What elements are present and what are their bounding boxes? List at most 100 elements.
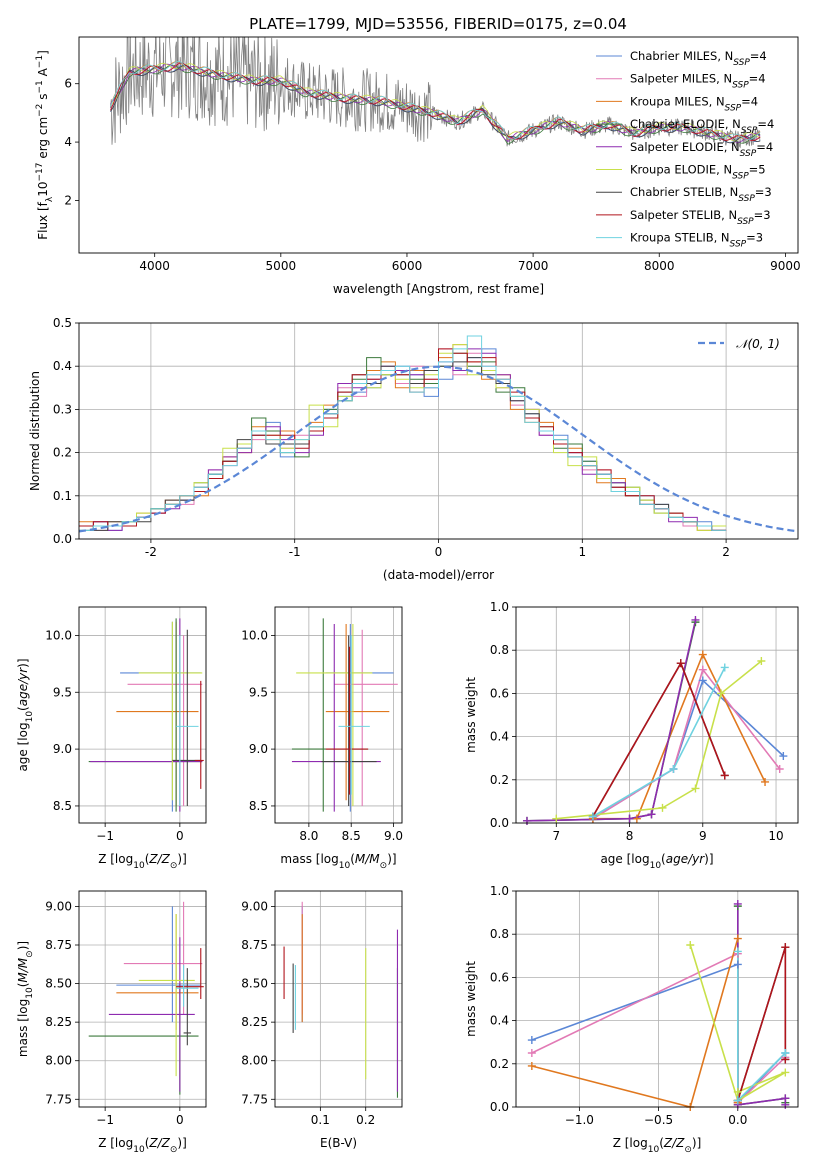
- label-part: mass [log: [16, 999, 30, 1057]
- x-tick-label: 9.0: [384, 829, 403, 843]
- panel-mass_vs_Z: −1 07.758.008.258.508.759.00Z [log10(Z/Z⊙…: [16, 890, 207, 1155]
- x-tick-label: −0.5: [644, 1113, 673, 1127]
- label-part: −17: [35, 163, 45, 182]
- y-tick-label: 7.75: [45, 1092, 72, 1106]
- weight-marker: [552, 814, 561, 823]
- normal-curve: [79, 365, 798, 533]
- weight-marker: [658, 803, 667, 812]
- y-tick-label: 9.00: [241, 899, 268, 913]
- y-tick-label: 8.50: [241, 977, 268, 991]
- weight-marker: [647, 810, 656, 819]
- plot-area: [88, 901, 204, 1095]
- y-tick-label: 8.5: [53, 799, 72, 813]
- label-part: Salpeter ELODIE, N: [630, 140, 740, 154]
- label-part: )]: [704, 852, 713, 866]
- y-tick-label: 10.0: [45, 628, 72, 642]
- legend-label: Salpeter ELODIE, NSSP=4: [630, 140, 773, 159]
- y-tick-label: 8.00: [241, 1054, 268, 1068]
- label-part: )]: [692, 1136, 701, 1150]
- label-part: (: [659, 1136, 664, 1150]
- weight-marker: [698, 665, 707, 674]
- label-part: Z [log: [98, 1136, 133, 1150]
- panel-mass_vs_ebv: 0.1 0.2 7.75 8.00 8.25 8.50 8.75 9.00 E(B-V): [241, 890, 403, 1150]
- spectrum-model: [110, 61, 761, 141]
- label-part: =3: [754, 208, 771, 222]
- label-part: (: [145, 1136, 150, 1150]
- weight-marker: [717, 689, 726, 698]
- x-tick-label: -2: [145, 545, 157, 559]
- weight-marker: [733, 1087, 742, 1096]
- weight-line: [531, 938, 739, 1107]
- weight-marker: [720, 771, 729, 780]
- weight-marker: [698, 676, 707, 685]
- y-tick-label: 0.2: [490, 773, 509, 787]
- y-tick-label: 0.8: [490, 927, 509, 941]
- weight-marker: [733, 947, 742, 956]
- label-part: ⊙: [170, 861, 178, 871]
- y-tick-label: 8.00: [45, 1054, 72, 1068]
- axes-frame: [78, 606, 207, 824]
- panel-age_vs_mass: 8.0 8.5 9.0 8.5 9.0 9.5 10.0 mass [log10(M/M⊙)]: [241, 606, 403, 871]
- label-part: =3: [755, 185, 772, 199]
- y-tick-label: 9.00: [45, 899, 72, 913]
- label-part: Z [log: [613, 1136, 648, 1150]
- label-part: SSP: [732, 81, 749, 91]
- y-tick-label: 0.5: [53, 316, 72, 330]
- figure-title: PLATE=1799, MJD=53556, FIBERID=0175, z=0…: [249, 15, 627, 33]
- y-tick-label: 10.0: [241, 628, 268, 642]
- weight-line: [592, 661, 726, 817]
- label-part: age/yr: [666, 852, 705, 866]
- label-part: mass [log: [280, 852, 338, 866]
- label-part: ⊙: [380, 861, 388, 871]
- weight-line: [526, 621, 697, 822]
- weight-marker: [698, 650, 707, 659]
- label-part: Kroupa STELIB, N: [630, 231, 730, 245]
- label-part: ]: [36, 50, 50, 55]
- label-part: Flux [f: [36, 201, 50, 239]
- weight-marker: [733, 960, 742, 969]
- label-part: Kroupa MILES, N: [630, 94, 725, 108]
- y-axis-label: Normed distribution: [28, 371, 42, 491]
- label-part: M/M: [355, 852, 380, 866]
- y-tick-label: 9.5: [249, 685, 268, 699]
- label-part: Kroupa ELODIE, N: [630, 163, 732, 177]
- label-part: λ: [45, 196, 55, 202]
- y-tick-label: 8.75: [45, 938, 72, 952]
- histogram-step: [79, 348, 727, 531]
- weight-marker: [691, 615, 700, 624]
- label-part: (: [16, 706, 30, 711]
- axis-label: Z [log10(Z/Z⊙)]: [613, 1136, 702, 1155]
- x-tick-label: -1: [289, 545, 301, 559]
- x-tick-label: 8.0: [299, 829, 318, 843]
- label-part: Chabrier MILES, N: [630, 49, 733, 63]
- weight-marker: [588, 812, 597, 821]
- y-tick-label: 0.8: [490, 643, 509, 657]
- label-part: ⊙: [684, 1145, 692, 1155]
- label-part: ⊙: [25, 950, 35, 958]
- weight-marker: [733, 1096, 742, 1105]
- axis-label: wavelength [Angstrom, rest frame]: [333, 282, 544, 296]
- axis-label: mass [log10(M/M⊙)]: [16, 941, 35, 1057]
- label-part: =4: [757, 117, 774, 131]
- x-tick-label: 7000: [518, 259, 549, 273]
- weight-line: [689, 944, 786, 1102]
- weight-marker: [720, 663, 729, 672]
- histogram-step: [79, 352, 727, 531]
- y-axis-label: mass weight: [464, 961, 478, 1037]
- x-tick-label: 4000: [139, 259, 170, 273]
- x-tick-label: 1: [578, 545, 586, 559]
- label-part: wavelength [Angstrom, rest frame]: [333, 282, 544, 296]
- x-tick-label: 5000: [266, 259, 297, 273]
- y-tick-label: 9.5: [53, 685, 72, 699]
- histogram-step: [79, 348, 727, 531]
- x-axis-label: (data-model)/error: [383, 568, 494, 582]
- legend-label: Kroupa ELODIE, NSSP=5: [630, 163, 766, 182]
- weight-marker: [669, 765, 678, 773]
- weight-marker: [527, 1036, 536, 1045]
- y-axis-label: mass weight: [464, 677, 478, 753]
- x-tick-label: −1: [96, 1113, 114, 1127]
- plot-area: [291, 618, 398, 812]
- y-tick-label: 8.25: [45, 1015, 72, 1029]
- label-part: ⊙: [170, 1145, 178, 1155]
